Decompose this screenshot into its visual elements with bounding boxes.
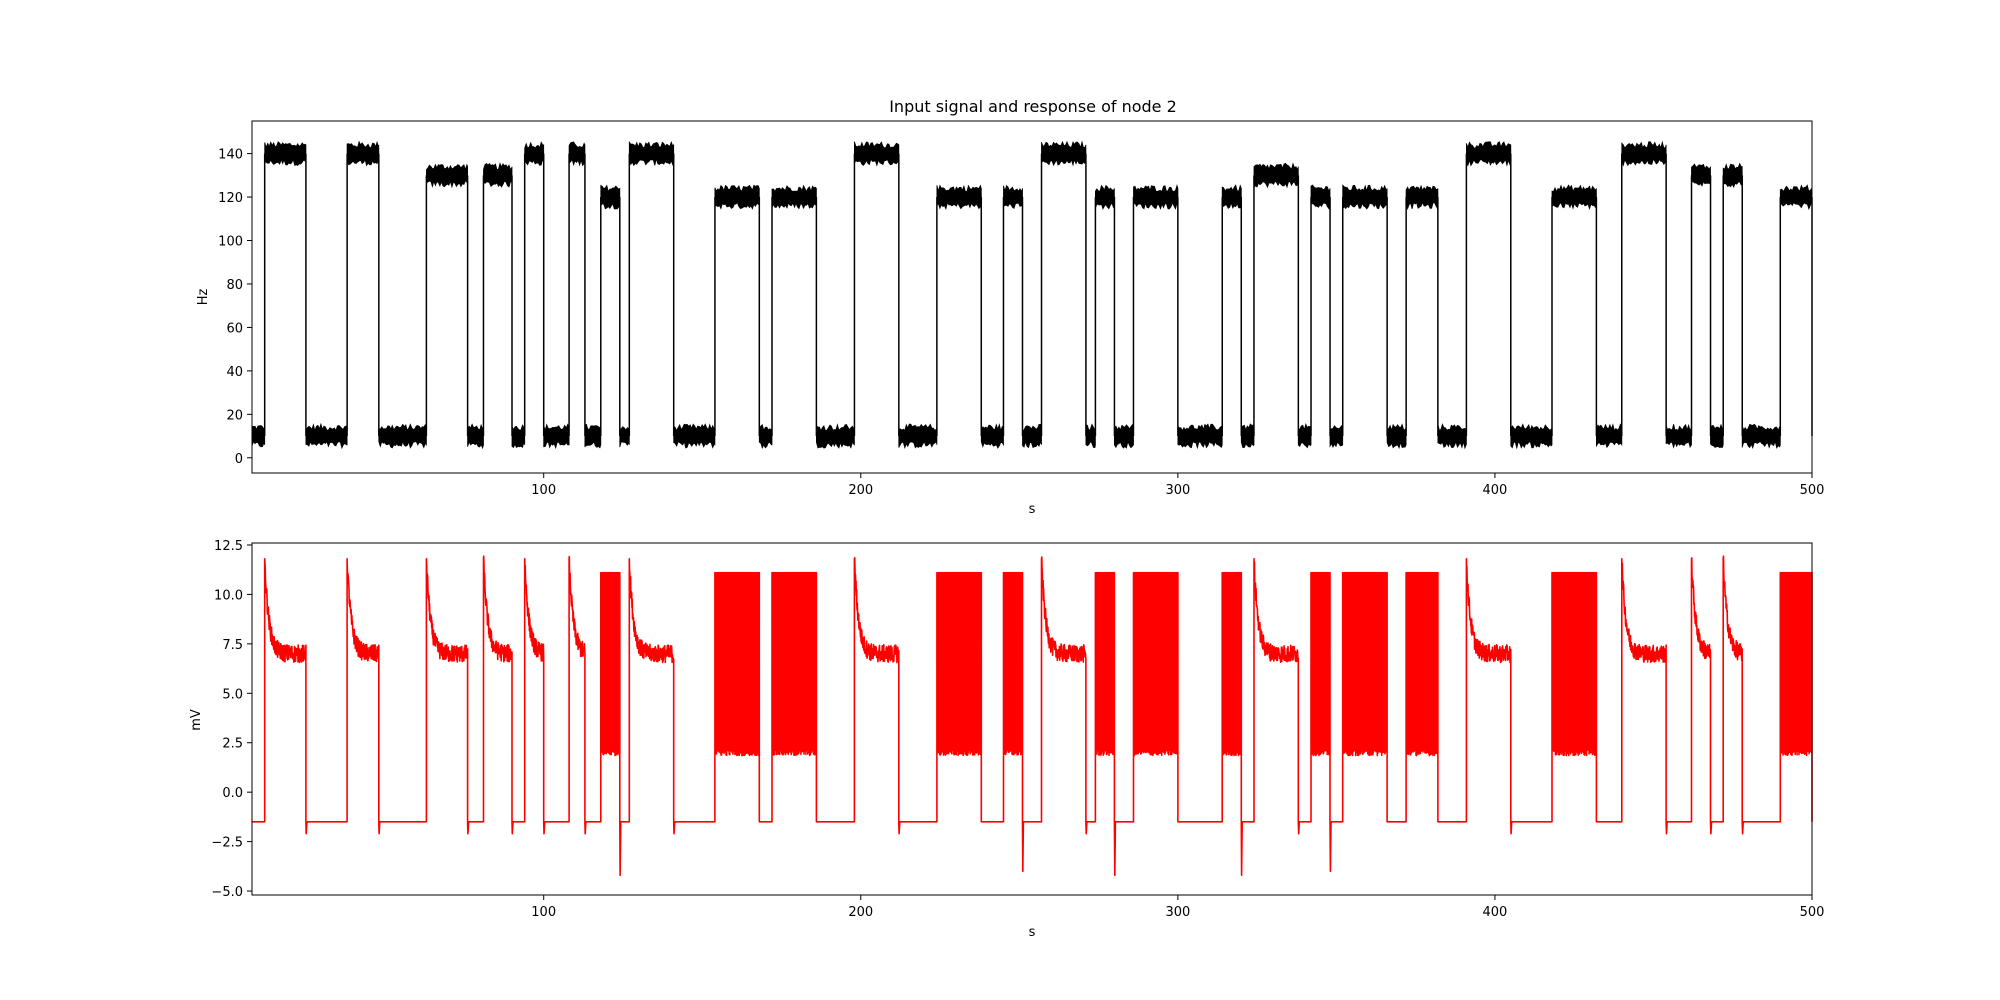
bottom-x-tick-label: 300 bbox=[1165, 905, 1190, 920]
bottom-axes-frame bbox=[251, 542, 1813, 896]
low-state-band bbox=[1710, 423, 1724, 448]
bottom-y-ticks: −5.0 −2.5 0.0 2.5 5.0 7.5 10.0 12.5 bbox=[211, 539, 252, 900]
top-y-tick-label: 80 bbox=[226, 278, 243, 293]
low-state-band bbox=[1437, 423, 1467, 450]
high-state-band bbox=[1621, 140, 1667, 167]
top-x-tick-label: 300 bbox=[1165, 483, 1190, 498]
bottom-axes: 100 200 300 400 500 −5.0 −2.5 0.0 2.5 5.0 7.5 10.0… bbox=[189, 539, 1824, 940]
top-x-tick-label: 500 bbox=[1800, 483, 1825, 498]
low-state-band bbox=[1177, 423, 1223, 450]
top-x-tick-label: 100 bbox=[531, 483, 556, 498]
top-plot-area bbox=[251, 140, 1813, 450]
low-state-band bbox=[467, 423, 484, 450]
high-state-band bbox=[346, 140, 380, 167]
bottom-y-tick-label: 0.0 bbox=[222, 786, 243, 801]
top-axes-frame bbox=[251, 120, 1813, 474]
low-state-band bbox=[1240, 423, 1255, 449]
bottom-y-tick-label: 7.5 bbox=[222, 638, 243, 653]
high-state-band bbox=[264, 141, 307, 167]
top-y-tick-label: 100 bbox=[218, 235, 243, 250]
top-y-tick-label: 120 bbox=[218, 191, 243, 206]
high-state-band bbox=[1253, 162, 1299, 189]
high-state-band bbox=[1310, 184, 1331, 210]
bottom-x-tick-label: 200 bbox=[848, 905, 873, 920]
high-state-band bbox=[628, 140, 675, 167]
low-state-band bbox=[673, 423, 716, 449]
low-state-band bbox=[816, 423, 855, 449]
top-y-ticks: 0 20 40 60 80 100 120 140 bbox=[218, 148, 252, 467]
low-state-band bbox=[1114, 423, 1134, 449]
bottom-x-tick-label: 500 bbox=[1800, 905, 1825, 920]
top-x-ticks: 100 200 300 400 500 bbox=[531, 473, 1824, 498]
high-state-band bbox=[1691, 163, 1711, 187]
top-chart-title: Input signal and response of node 2 bbox=[889, 97, 1177, 116]
response-series-line bbox=[252, 555, 1813, 876]
low-state-band bbox=[305, 422, 348, 450]
low-state-band bbox=[619, 426, 630, 448]
low-state-band bbox=[1386, 423, 1407, 450]
high-state-band bbox=[568, 141, 586, 167]
high-state-band bbox=[426, 163, 468, 189]
low-state-band bbox=[1596, 423, 1623, 449]
top-y-tick-label: 40 bbox=[226, 365, 243, 380]
bottom-y-tick-label: 12.5 bbox=[214, 539, 243, 554]
top-y-axis-label: Hz bbox=[196, 289, 211, 306]
top-y-tick-label: 0 bbox=[235, 452, 243, 467]
high-state-band bbox=[714, 184, 760, 210]
low-state-band bbox=[980, 423, 1004, 449]
low-state-band bbox=[1665, 423, 1692, 449]
high-state-band bbox=[524, 141, 545, 166]
low-state-band bbox=[1329, 424, 1344, 449]
top-y-tick-label: 140 bbox=[218, 148, 243, 163]
top-x-axis-label: s bbox=[1029, 502, 1036, 517]
bottom-x-tick-label: 100 bbox=[531, 905, 556, 920]
low-state-band bbox=[251, 425, 266, 448]
high-state-band bbox=[1466, 141, 1512, 167]
bottom-y-tick-label: −5.0 bbox=[211, 885, 243, 900]
top-x-tick-label: 200 bbox=[848, 483, 873, 498]
low-state-band bbox=[584, 423, 602, 449]
bottom-y-axis-label: mV bbox=[189, 709, 204, 731]
bottom-y-tick-label: 10.0 bbox=[214, 588, 243, 603]
high-state-band bbox=[1003, 184, 1023, 210]
bottom-x-axis-label: s bbox=[1029, 925, 1036, 940]
high-state-band bbox=[1551, 184, 1597, 210]
bottom-y-tick-label: −2.5 bbox=[211, 836, 243, 851]
low-state-band bbox=[1510, 423, 1553, 450]
high-state-band bbox=[771, 184, 817, 210]
low-state-band bbox=[1741, 423, 1781, 449]
high-state-band bbox=[1405, 184, 1439, 211]
low-state-band bbox=[543, 423, 570, 450]
high-state-band bbox=[1095, 184, 1115, 210]
high-state-band bbox=[1041, 140, 1087, 167]
high-state-band bbox=[1221, 184, 1242, 209]
top-y-tick-label: 20 bbox=[226, 408, 243, 423]
low-state-band bbox=[758, 424, 773, 449]
bottom-y-tick-label: 2.5 bbox=[222, 737, 243, 752]
low-state-band bbox=[378, 423, 427, 449]
high-state-band bbox=[936, 184, 982, 210]
low-state-band bbox=[1297, 422, 1312, 449]
bottom-x-ticks: 100 200 300 400 500 bbox=[531, 895, 1824, 920]
high-state-band bbox=[854, 141, 900, 167]
high-state-band bbox=[1722, 162, 1743, 188]
high-state-band bbox=[600, 184, 621, 210]
high-state-band bbox=[1342, 184, 1388, 211]
low-state-band bbox=[1022, 423, 1042, 449]
low-state-band bbox=[1085, 423, 1096, 449]
top-axes: Input signal and response of node 2 100 2… bbox=[196, 97, 1824, 517]
high-state-band bbox=[483, 162, 513, 188]
low-state-band bbox=[511, 424, 526, 449]
high-state-band bbox=[1779, 184, 1813, 211]
bottom-y-tick-label: 5.0 bbox=[222, 687, 243, 702]
low-state-band bbox=[898, 423, 938, 449]
high-state-band bbox=[1133, 184, 1179, 210]
bottom-x-tick-label: 400 bbox=[1483, 905, 1508, 920]
bottom-plot-area bbox=[252, 555, 1813, 876]
top-x-tick-label: 400 bbox=[1483, 483, 1508, 498]
top-y-tick-label: 60 bbox=[226, 321, 243, 336]
